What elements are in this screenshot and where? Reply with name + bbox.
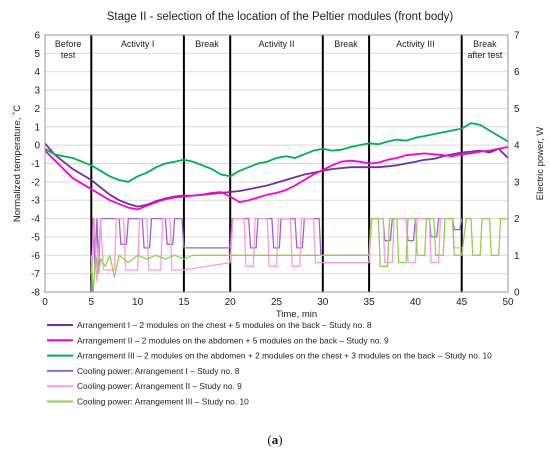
- caption-label: a: [272, 432, 279, 447]
- phase-label: Activity II: [258, 39, 294, 49]
- y-left-tick-label: -2: [31, 177, 40, 188]
- phase-label-line: Activity III: [396, 39, 435, 49]
- phase-label-line: Break: [195, 39, 219, 49]
- legend-label: Arrangement II – 2 modules on the abdome…: [77, 335, 389, 345]
- y-left-tick-label: -7: [31, 269, 40, 280]
- x-tick-label: 35: [364, 297, 376, 308]
- x-tick-label: 10: [132, 297, 144, 308]
- phase-label-line: Activity I: [121, 39, 155, 49]
- y-left-tick-label: -8: [31, 288, 40, 299]
- phase-label-line: Break: [334, 39, 358, 49]
- y-axis-right-title: Electric power, W: [535, 127, 546, 200]
- phase-label: Break: [334, 39, 358, 49]
- legend-label: Arrangement III – 2 modules on the abdom…: [77, 351, 492, 361]
- y-axis-left-title: Normalized temperature, ˚C: [12, 105, 23, 222]
- x-tick-label: 5: [89, 297, 95, 308]
- y-left-tick-label: 6: [34, 31, 40, 42]
- x-tick-label: 20: [225, 297, 237, 308]
- y-left-tick-label: 3: [34, 86, 40, 97]
- phase-label-line: Before: [55, 39, 82, 49]
- figure-caption: (a): [267, 432, 282, 447]
- x-tick-label: 15: [178, 297, 190, 308]
- legend-label: Cooling power: Arrangement III – Study n…: [77, 397, 249, 407]
- series-line: [90, 217, 463, 293]
- series-line: [44, 146, 509, 211]
- series-lines: [44, 122, 509, 293]
- x-tick-label: 30: [317, 297, 329, 308]
- x-tick-label: 40: [410, 297, 422, 308]
- y-right-tick-label: 0: [514, 288, 520, 299]
- y-left-tick-label: 2: [34, 104, 40, 115]
- series-line: [44, 142, 509, 208]
- phase-label-line: after test: [467, 50, 503, 60]
- caption-open: (: [267, 432, 271, 447]
- phase-label-line: test: [61, 50, 76, 60]
- y-left-tick-label: -3: [31, 196, 40, 207]
- y-left-tick-label: 1: [34, 122, 40, 133]
- phase-label: Break after test: [467, 39, 503, 60]
- x-tick-label: 25: [271, 297, 283, 308]
- x-tick-label: 0: [42, 297, 48, 308]
- y-left-tick-label: 5: [34, 49, 40, 60]
- phase-label: Activity I: [121, 39, 155, 49]
- y-left-tick-label: -5: [31, 232, 40, 243]
- x-axis-title: Time, min: [276, 309, 317, 320]
- y-right-tick-label: 4: [514, 141, 520, 152]
- phase-label-line: Break: [473, 39, 497, 49]
- y-right-tick-label: 6: [514, 67, 520, 78]
- phase-label: Before test: [55, 39, 82, 60]
- series-line: [90, 217, 462, 282]
- series-line: [90, 217, 508, 293]
- x-tick-label: 50: [502, 297, 514, 308]
- y-left-tick-label: -6: [31, 251, 40, 262]
- y-left-tick-label: -4: [31, 214, 40, 225]
- legend-label: Cooling power: Arrangement II – Study no…: [77, 381, 242, 391]
- chart-title: Stage II - selection of the location of …: [107, 11, 454, 23]
- legend-label: Arrangement I – 2 modules on the chest +…: [77, 320, 372, 330]
- phase-label: Activity III: [396, 39, 435, 49]
- caption-close: ): [278, 432, 282, 447]
- x-tick-label: 45: [456, 297, 468, 308]
- y-right-tick-label: 2: [514, 214, 520, 225]
- phase-label-line: Activity II: [258, 39, 294, 49]
- plot-frame: [44, 34, 509, 293]
- y-left-tick-label: -1: [31, 159, 40, 170]
- y-right-tick-label: 5: [514, 104, 520, 115]
- series-line: [44, 122, 509, 183]
- y-left-tick-label: 4: [34, 67, 40, 78]
- y-right-tick-label: 3: [514, 177, 520, 188]
- legend-label: Cooling power: Arrangement I – Study no.…: [77, 366, 240, 376]
- phase-label: Break: [195, 39, 219, 49]
- y-right-tick-label: 7: [514, 31, 520, 42]
- legend: Arrangement I – 2 modules on the chest +…: [47, 320, 492, 407]
- y-left-tick-label: 0: [34, 141, 40, 152]
- y-right-tick-label: 1: [514, 251, 520, 262]
